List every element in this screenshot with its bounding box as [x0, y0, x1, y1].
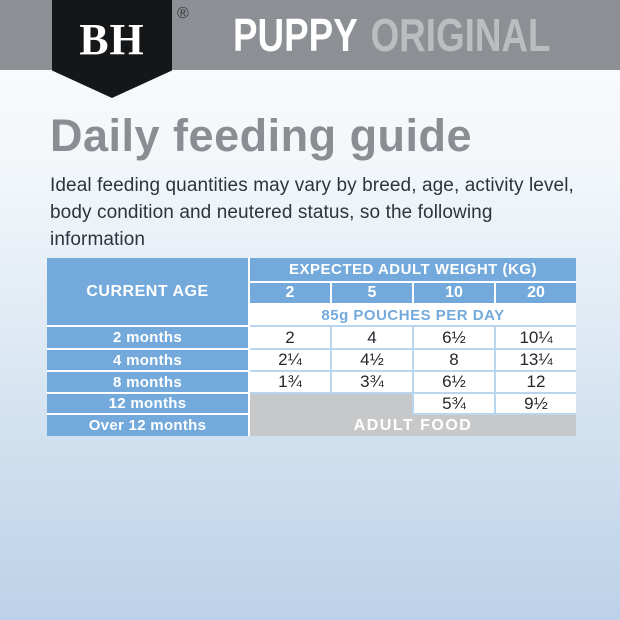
value-cell: 4½	[332, 350, 412, 370]
intro-line: Ideal feeding quantities may vary by bre…	[50, 175, 574, 196]
adult-food-label: ADULT FOOD	[353, 416, 473, 434]
value-cell: 6½	[414, 327, 494, 348]
feeding-table: CURRENT AGE EXPECTED ADULT WEIGHT (KG) 2…	[47, 258, 576, 436]
value-cell: 9½	[496, 394, 576, 413]
value-cell: 13¼	[496, 350, 576, 370]
value-cell: 4	[332, 327, 412, 348]
age-row-label: 8 months	[47, 372, 248, 392]
pouches-subheader: 85g POUCHES PER DAY	[250, 305, 576, 325]
brand-logo: BH	[79, 15, 145, 64]
page-title: Daily feeding guide	[50, 110, 473, 161]
product-title: PUPPY ORIGINAL	[233, 0, 550, 70]
age-row-label: 12 months	[47, 394, 248, 413]
registered-trademark-icon: ®	[177, 5, 189, 22]
value-cell: 6½	[414, 372, 494, 392]
product-title-secondary: ORIGINAL	[370, 9, 551, 61]
age-row-label: 2 months	[47, 327, 248, 348]
weight-col-header: 2	[250, 283, 330, 303]
age-row-label: Over 12 months	[47, 415, 248, 436]
brand-badge: BH	[52, 0, 172, 98]
value-cell: 10¼	[496, 327, 576, 348]
product-title-primary: PUPPY	[233, 9, 358, 61]
value-cell: 12	[496, 372, 576, 392]
value-cell: 3¾	[332, 372, 412, 392]
weight-col-header: 5	[332, 283, 412, 303]
value-cell: 1¾	[250, 372, 330, 392]
value-cell: 2¼	[250, 350, 330, 370]
weight-col-header: 20	[496, 283, 576, 303]
weight-header: EXPECTED ADULT WEIGHT (KG)	[250, 258, 576, 281]
current-age-header: CURRENT AGE	[47, 258, 248, 325]
value-cell: 5¾	[414, 394, 494, 413]
value-cell: 2	[250, 327, 330, 348]
intro-line: body condition and neutered status, so t…	[50, 202, 493, 250]
weight-col-header: 10	[414, 283, 494, 303]
value-cell: 8	[414, 350, 494, 370]
age-row-label: 4 months	[47, 350, 248, 370]
